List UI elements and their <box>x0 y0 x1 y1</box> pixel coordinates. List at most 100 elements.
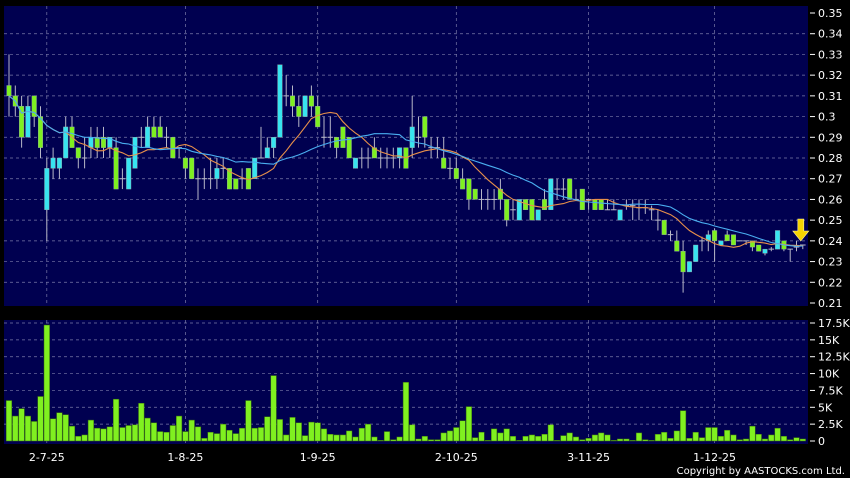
volume-bar <box>472 437 479 442</box>
candlesticks <box>6 54 806 293</box>
volume-bar <box>497 432 504 442</box>
candle-up <box>686 261 692 273</box>
candle-down <box>31 95 37 117</box>
volume-tick-label: 2.5K <box>818 418 843 431</box>
candle-down <box>170 137 176 159</box>
date-tick-label: 3-11-25 <box>567 451 610 464</box>
volume-bar <box>50 418 57 442</box>
candle-down <box>38 116 44 148</box>
volume-bar <box>648 440 655 442</box>
volume-bar <box>100 428 107 442</box>
volume-bar <box>434 439 441 442</box>
volume-bar <box>138 402 145 442</box>
volume-bar <box>276 419 283 442</box>
volume-bar <box>541 434 548 442</box>
volume-tick-label: 12.5K <box>818 351 850 364</box>
candle-up <box>302 95 308 117</box>
candle-down <box>529 199 535 221</box>
volume-bar <box>5 400 13 442</box>
candle-up <box>50 157 56 169</box>
candle-up <box>353 157 359 169</box>
volume-bar <box>31 421 38 442</box>
candle-down <box>674 240 680 252</box>
volume-bar <box>37 396 44 442</box>
volume-bar <box>522 436 529 442</box>
volume-bar <box>446 430 454 442</box>
volume-bar <box>264 416 271 442</box>
volume-bar <box>24 415 31 442</box>
volume-bar <box>232 433 239 442</box>
date-tick-label: 1-12-25 <box>693 451 736 464</box>
candle-down <box>441 157 447 169</box>
volume-bar <box>251 427 258 442</box>
candle-down <box>680 251 686 273</box>
candle-down <box>100 137 106 148</box>
volume-tick-label: 5K <box>818 401 833 414</box>
volume-bar <box>768 434 775 442</box>
volume-bar <box>365 423 372 442</box>
volume-bar <box>749 425 756 442</box>
volume-bars <box>5 324 806 442</box>
price-tick-label: 0.28 <box>818 152 843 165</box>
volume-bar <box>125 425 132 442</box>
volume-bar <box>743 438 750 442</box>
price-tick-label: 0.23 <box>818 256 843 269</box>
volume-bar <box>421 436 428 442</box>
price-tick-label: 0.33 <box>818 48 843 61</box>
volume-bar <box>724 429 731 442</box>
marker-arrow <box>792 218 810 242</box>
candle-down <box>308 95 314 107</box>
price-tick-label: 0.34 <box>818 28 843 41</box>
candle-down <box>724 234 730 242</box>
volume-tick-label: 7.5K <box>818 384 843 397</box>
volume-bar <box>459 420 466 442</box>
volume-bar <box>207 431 214 442</box>
volume-bar <box>119 427 126 442</box>
volume-bar <box>415 438 422 442</box>
volume-bar <box>680 410 687 442</box>
volume-bar <box>327 434 334 442</box>
volume-bar <box>169 425 176 442</box>
volume-bar <box>182 431 189 442</box>
volume-bar <box>635 432 643 442</box>
candle-down <box>94 137 100 148</box>
volume-bar <box>75 436 82 442</box>
volume-bar <box>131 424 139 442</box>
volume-bar <box>503 428 510 442</box>
volume-bar <box>220 423 227 442</box>
candle-up <box>516 199 522 221</box>
candle-down <box>504 199 510 221</box>
candle-down <box>371 147 377 159</box>
volume-axis: 0 2.5K 5K 7.5K 10K 12.5K 15K 17.5K <box>810 317 850 448</box>
candle-up <box>548 178 554 210</box>
date-axis: 2-7-25 1-8-25 1-9-25 2-10-25 3-11-25 1-12-25 <box>29 451 736 464</box>
moving-average-10 <box>8 95 803 248</box>
volume-bar <box>692 431 699 442</box>
volume-bar <box>157 431 164 442</box>
price-tick-label: 0.21 <box>818 297 843 310</box>
price-axis: 0.21 0.22 0.23 0.24 0.25 0.26 0.27 0.28 0.29 0.3 0… <box>810 7 843 310</box>
candle-down <box>567 178 573 200</box>
volume-bar <box>201 438 208 442</box>
volume-bar <box>314 422 321 442</box>
volume-bar <box>667 438 674 442</box>
candle-up <box>693 244 699 262</box>
volume-bar <box>270 375 277 442</box>
volume-bar <box>339 434 346 442</box>
volume-bar <box>150 422 157 442</box>
volume-bar <box>402 382 409 442</box>
moving-average-lines <box>8 95 803 248</box>
volume-bar <box>245 400 252 442</box>
volume-bar <box>62 414 69 442</box>
volume-bar <box>761 438 769 442</box>
volume-bar <box>598 432 605 442</box>
candle-down <box>151 126 157 138</box>
volume-bar <box>283 434 290 442</box>
volume-bar <box>705 427 712 442</box>
candle-down <box>460 178 466 190</box>
volume-bar <box>554 440 561 442</box>
candle-down <box>712 230 718 242</box>
candle-down <box>157 126 163 138</box>
candle-down <box>497 188 503 200</box>
candle-down <box>340 126 346 148</box>
